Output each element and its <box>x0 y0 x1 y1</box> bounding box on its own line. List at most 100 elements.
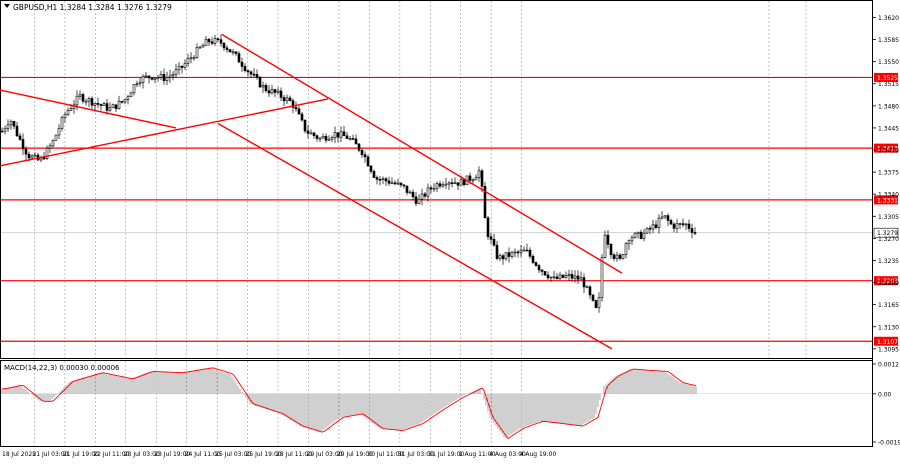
candle-body <box>156 77 160 79</box>
candle-body <box>279 90 283 98</box>
symbol-ohlc-label: GBPUSD,H1 1.3284 1.3284 1.3276 1.3279 <box>13 3 172 12</box>
candle-body <box>9 121 13 126</box>
candle-body <box>501 255 505 260</box>
time-tick-label: 24 Jul 11:00 <box>185 451 221 458</box>
candle-body <box>588 286 592 296</box>
time-tick-label: 30 Jul 11:00 <box>367 451 403 458</box>
trend-line <box>217 122 613 350</box>
candle-body <box>543 271 547 276</box>
candle-body <box>264 85 268 92</box>
candle-body <box>339 131 343 138</box>
candle-body <box>93 103 97 106</box>
current-price-tag <box>873 227 899 238</box>
candle-body <box>24 148 28 155</box>
price-tick-label: 1.3130 <box>878 324 899 331</box>
candle-body <box>300 113 304 121</box>
candle-body <box>96 103 100 105</box>
candle-body <box>630 237 634 242</box>
candle-body <box>510 251 514 257</box>
candle-body <box>78 94 82 97</box>
time-tick-label: 23 Jul 19:00 <box>154 451 190 458</box>
candle-body <box>126 96 130 100</box>
candle-body <box>117 100 121 109</box>
candle-body <box>414 196 418 204</box>
candle-body <box>75 95 79 106</box>
candle-body <box>483 186 487 219</box>
candle-body <box>615 254 619 259</box>
candle-body <box>672 223 676 229</box>
candle-body <box>123 99 127 103</box>
candle-body <box>441 184 445 187</box>
candle-body <box>447 182 451 185</box>
candle-body <box>669 220 673 225</box>
candle-body <box>387 180 391 184</box>
time-tick-label: 23 Jul 03:00 <box>124 451 160 458</box>
candle-body <box>660 216 664 219</box>
candle-body <box>477 170 481 178</box>
price-candles <box>0 34 697 313</box>
candle-body <box>645 227 649 234</box>
candle-body <box>33 154 37 157</box>
candle-body <box>114 104 118 109</box>
candle-body <box>423 193 427 197</box>
candle-body <box>246 70 250 73</box>
time-tick-label: 31 Jul 03:00 <box>398 451 434 458</box>
candle-body <box>489 236 493 240</box>
candle-body <box>486 217 490 237</box>
candle-body <box>222 42 226 49</box>
candle-body <box>576 275 580 280</box>
candle-body <box>282 97 286 102</box>
candle-body <box>372 171 376 178</box>
price-tick-label: 1.3480 <box>878 103 899 110</box>
candle-body <box>681 223 685 226</box>
candle-body <box>216 38 220 40</box>
trend-lines[interactable] <box>0 33 623 350</box>
candle-body <box>237 53 241 63</box>
candle-body <box>453 182 457 185</box>
candle-body <box>690 228 694 233</box>
candle-body <box>429 187 433 190</box>
candle-body <box>393 182 397 185</box>
candle-body <box>189 57 193 60</box>
candle-body <box>312 132 316 136</box>
candle-body <box>144 75 148 78</box>
candle-body <box>102 103 106 106</box>
candle-body <box>60 117 64 129</box>
time-tick-label: 22 Jul 11:00 <box>93 451 129 458</box>
candle-body <box>111 104 115 109</box>
candle-body <box>201 45 205 48</box>
candle-body <box>132 84 136 94</box>
candle-body <box>432 187 436 190</box>
candle-body <box>399 182 403 186</box>
candle-body <box>573 275 577 279</box>
symbol-dropdown-icon[interactable] <box>4 4 10 8</box>
candle-body <box>285 97 289 102</box>
candle-body <box>375 177 379 180</box>
candle-body <box>306 130 310 134</box>
time-tick-label: 29 Jul 03:00 <box>307 451 343 458</box>
candle-body <box>657 217 661 228</box>
candle-body <box>408 191 412 194</box>
candle-body <box>651 224 655 230</box>
candle-body <box>471 179 475 182</box>
candle-body <box>582 277 586 288</box>
candle-body <box>315 135 319 139</box>
price-tick-label: 1.3620 <box>878 15 899 22</box>
candle-body <box>687 223 691 229</box>
candle-body <box>561 274 565 278</box>
candle-body <box>663 215 667 218</box>
level-price-tag <box>874 195 898 205</box>
candle-body <box>138 82 142 85</box>
macd-tick-label: 0.0012 <box>878 362 899 369</box>
candle-body <box>585 286 589 289</box>
candle-body <box>606 234 610 245</box>
candle-body <box>525 249 529 252</box>
candle-body <box>594 300 598 308</box>
candle-body <box>534 262 538 266</box>
price-tick-label: 1.3410 <box>878 148 899 155</box>
candle-body <box>570 273 574 279</box>
candle-body <box>618 254 622 259</box>
